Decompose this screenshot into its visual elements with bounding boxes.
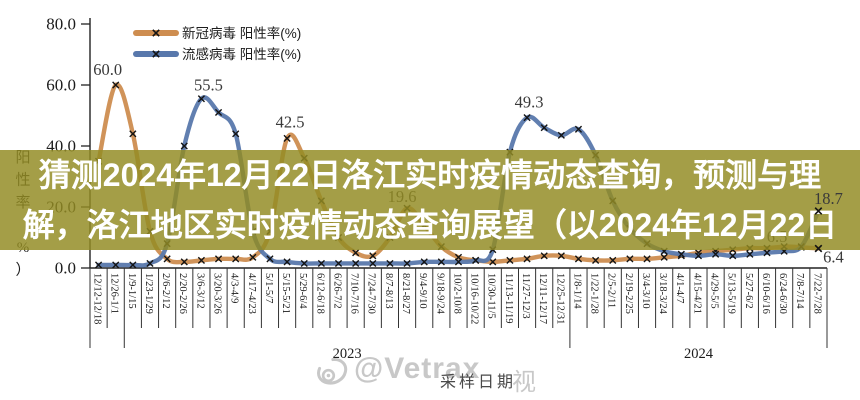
svg-text:3/6-3/12: 3/6-3/12 (194, 273, 205, 309)
svg-text:11/13-11/19: 11/13-11/19 (503, 273, 514, 324)
svg-text:0.0: 0.0 (55, 259, 76, 278)
svg-text:7/24-7/30: 7/24-7/30 (366, 273, 377, 314)
svg-text:9/4-9/10: 9/4-9/10 (417, 273, 428, 309)
svg-text:2/20-2/26: 2/20-2/26 (177, 273, 188, 314)
svg-text:8/7-8/13: 8/7-8/13 (383, 273, 394, 309)
svg-text:新冠病毒 阳性率(%): 新冠病毒 阳性率(%) (182, 25, 301, 41)
svg-text:12/11-12/17: 12/11-12/17 (537, 273, 548, 324)
svg-text:2/19-2/25: 2/19-2/25 (623, 273, 634, 314)
svg-text:4/29-5/5: 4/29-5/5 (709, 273, 720, 309)
svg-text:80.0: 80.0 (46, 15, 76, 34)
headline-line-1: 猜测2024年12月22日洛江实时疫情动态查询，预测与理 (38, 157, 822, 193)
svg-text:流感病毒 阳性率(%): 流感病毒 阳性率(%) (182, 46, 301, 62)
x-axis-ticks (89, 268, 828, 348)
svg-text:1/8-1/14: 1/8-1/14 (571, 273, 582, 309)
svg-text:3/18-3/24: 3/18-3/24 (657, 273, 668, 315)
svg-text:6/24-6/30: 6/24-6/30 (777, 273, 788, 314)
headline-line-2: 解，洛江地区实时疫情动态查询展望（以2024年12月22日 (22, 207, 838, 243)
svg-text:60.0: 60.0 (46, 76, 76, 95)
x-axis-date-labels: 12/12-12/18 12/26-1/1 1/9-1/15 1/23-1/29 2/6… (92, 273, 823, 324)
watermark-handle: @Vetrax (354, 352, 481, 385)
svg-text:4/17-4/23: 4/17-4/23 (246, 273, 257, 314)
svg-text:7/8-7/14: 7/8-7/14 (794, 273, 805, 309)
svg-text:7/22-7/28: 7/22-7/28 (811, 273, 822, 314)
svg-text:2/6-2/12: 2/6-2/12 (160, 273, 171, 309)
svg-text:）: ） (15, 262, 30, 279)
watermark-trailing-char: 视 (512, 370, 536, 396)
svg-text:10/2-10/8: 10/2-10/8 (451, 273, 462, 314)
svg-text:7/10-7/16: 7/10-7/16 (349, 273, 360, 314)
chart-legend: 新冠病毒 阳性率(%) 流感病毒 阳性率(%) (133, 25, 301, 62)
svg-text:11/27-12/3: 11/27-12/3 (520, 273, 531, 319)
svg-text:12/25-12/31: 12/25-12/31 (554, 273, 565, 324)
svg-text:1/23-1/29: 1/23-1/29 (143, 273, 154, 314)
svg-text:5/13-5/19: 5/13-5/19 (726, 273, 737, 314)
svg-text:1/9-1/15: 1/9-1/15 (126, 273, 137, 309)
svg-text:1/22-1/28: 1/22-1/28 (589, 273, 600, 314)
svg-text:5/15-5/21: 5/15-5/21 (280, 273, 291, 314)
svg-text:4/3-4/9: 4/3-4/9 (229, 273, 240, 303)
headline-overlay-banner: 猜测2024年12月22日洛江实时疫情动态查询，预测与理 解，洛江地区实时疫情动… (0, 150, 860, 250)
svg-text:4/1-4/7: 4/1-4/7 (674, 273, 685, 303)
svg-text:5/27-6/2: 5/27-6/2 (743, 273, 754, 309)
svg-text:12/26-1/1: 12/26-1/1 (109, 273, 120, 314)
x-axis-title: 采样日期 (440, 374, 517, 391)
svg-text:2023: 2023 (333, 346, 362, 362)
svg-text:6/26-7/2: 6/26-7/2 (331, 273, 342, 309)
svg-text:12/12-12/18: 12/12-12/18 (92, 273, 103, 324)
svg-text:10/30-11/5: 10/30-11/5 (486, 273, 497, 319)
weibo-logo-icon (317, 358, 348, 385)
svg-text:3/4-3/10: 3/4-3/10 (640, 273, 651, 309)
svg-text:6/12-6/18: 6/12-6/18 (314, 273, 325, 314)
svg-text:4/15-4/21: 4/15-4/21 (691, 273, 702, 314)
svg-text:5/1-5/7: 5/1-5/7 (263, 273, 274, 303)
svg-text:9/18-9/24: 9/18-9/24 (434, 273, 445, 315)
svg-text:6/10-6/16: 6/10-6/16 (760, 273, 771, 314)
year-labels: 2023 2024 (333, 346, 714, 362)
svg-text:5/29-6/4: 5/29-6/4 (297, 273, 308, 309)
svg-text:8/21-8/27: 8/21-8/27 (400, 273, 411, 314)
svg-text:3/20-3/26: 3/20-3/26 (211, 273, 222, 314)
svg-text:10/16-10/22: 10/16-10/22 (469, 273, 480, 324)
svg-text:2024: 2024 (684, 346, 714, 362)
svg-text:2/5-2/11: 2/5-2/11 (606, 273, 617, 308)
